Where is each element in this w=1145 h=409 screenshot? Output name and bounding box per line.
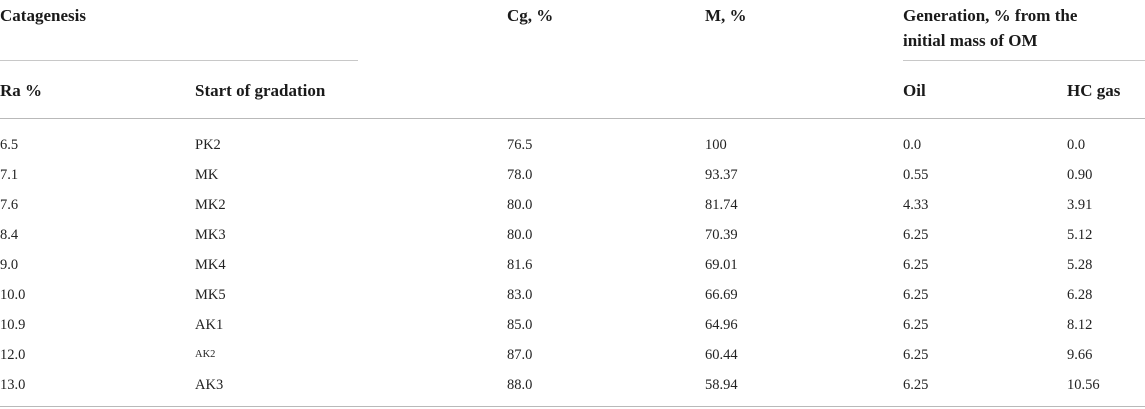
header-bottom-rule — [0, 118, 1145, 119]
cell-gradation: AK1 — [195, 317, 224, 333]
header-ra: Ra % — [0, 81, 43, 100]
cell-gradation: MK — [195, 167, 219, 183]
cell-ra: 9.0 — [0, 257, 19, 273]
header-generation-line1: Generation, % from the — [903, 6, 1078, 25]
cell-cg: 88.0 — [507, 377, 533, 393]
cell-m: 69.01 — [705, 257, 738, 273]
table-row: 10.9 AK1 85.0 64.96 6.25 8.12 — [0, 310, 1145, 340]
cell-oil: 0.0 — [903, 137, 922, 153]
cell-cg: 87.0 — [507, 347, 533, 363]
cell-ra: 8.4 — [0, 227, 19, 243]
cell-cg: 76.5 — [507, 137, 533, 153]
cell-oil: 0.55 — [903, 167, 929, 183]
cell-hc-gas: 6.28 — [1067, 287, 1093, 303]
table-row: 7.1 MK 78.0 93.37 0.55 0.90 — [0, 160, 1145, 190]
cell-m: 66.69 — [705, 287, 738, 303]
cell-oil: 6.25 — [903, 347, 929, 363]
cell-oil: 6.25 — [903, 257, 929, 273]
cell-oil: 4.33 — [903, 197, 929, 213]
header-hc-gas: HC gas — [1067, 81, 1121, 100]
cell-gradation: MK2 — [195, 197, 226, 213]
table-row: 6.5 PK2 76.5 100 0.0 0.0 — [0, 130, 1145, 160]
cell-m: 60.44 — [705, 347, 738, 363]
cell-oil: 6.25 — [903, 227, 929, 243]
header-m: M, % — [705, 6, 747, 25]
cell-hc-gas: 3.91 — [1067, 197, 1093, 213]
cell-cg: 81.6 — [507, 257, 533, 273]
table-row: 10.0 MK5 83.0 66.69 6.25 6.28 — [0, 280, 1145, 310]
header-oil: Oil — [903, 81, 926, 100]
cell-cg: 80.0 — [507, 197, 533, 213]
cell-ra: 10.9 — [0, 317, 26, 333]
cell-m: 93.37 — [705, 167, 738, 183]
cell-gradation: AK3 — [195, 377, 224, 393]
cell-cg: 80.0 — [507, 227, 533, 243]
table-row: 13.0 AK3 88.0 58.94 6.25 10.56 — [0, 370, 1145, 400]
cell-oil: 6.25 — [903, 377, 929, 393]
cell-hc-gas: 0.90 — [1067, 167, 1093, 183]
cell-hc-gas: 10.56 — [1067, 377, 1100, 393]
cell-ra: 13.0 — [0, 377, 26, 393]
cell-gradation: PK2 — [195, 137, 221, 153]
cell-gradation: MK3 — [195, 227, 226, 243]
cell-hc-gas: 5.12 — [1067, 227, 1093, 243]
header-catagenesis: Catagenesis — [0, 6, 86, 25]
cell-ra: 10.0 — [0, 287, 26, 303]
table-row: 7.6 MK2 80.0 81.74 4.33 3.91 — [0, 190, 1145, 220]
cell-gradation: AK2 — [195, 349, 216, 360]
cell-m: 100 — [705, 137, 727, 153]
cell-cg: 78.0 — [507, 167, 533, 183]
cell-ra: 6.5 — [0, 137, 19, 153]
generation-group-rule — [903, 60, 1145, 61]
cell-hc-gas: 8.12 — [1067, 317, 1093, 333]
header-start-of-gradation: Start of gradation — [195, 81, 326, 100]
header-cg: Cg, % — [507, 6, 554, 25]
cell-ra: 12.0 — [0, 347, 26, 363]
table-row: 9.0 MK4 81.6 69.01 6.25 5.28 — [0, 250, 1145, 280]
cell-m: 70.39 — [705, 227, 738, 243]
catagenesis-group-rule — [0, 60, 358, 61]
cell-cg: 85.0 — [507, 317, 533, 333]
cell-m: 81.74 — [705, 197, 738, 213]
cell-ra: 7.1 — [0, 167, 19, 183]
table-row: 12.0 AK2 87.0 60.44 6.25 9.66 — [0, 340, 1145, 370]
cell-gradation: MK5 — [195, 287, 226, 303]
cell-hc-gas: 9.66 — [1067, 347, 1093, 363]
table-row: 8.4 MK3 80.0 70.39 6.25 5.12 — [0, 220, 1145, 250]
cell-m: 58.94 — [705, 377, 738, 393]
cell-gradation: MK4 — [195, 257, 226, 273]
cell-cg: 83.0 — [507, 287, 533, 303]
cell-hc-gas: 5.28 — [1067, 257, 1093, 273]
table-bottom-rule — [0, 406, 1145, 407]
cell-hc-gas: 0.0 — [1067, 137, 1086, 153]
header-generation-line2: initial mass of OM — [903, 31, 1038, 50]
cell-oil: 6.25 — [903, 317, 929, 333]
cell-ra: 7.6 — [0, 197, 19, 213]
cell-m: 64.96 — [705, 317, 738, 333]
cell-oil: 6.25 — [903, 287, 929, 303]
